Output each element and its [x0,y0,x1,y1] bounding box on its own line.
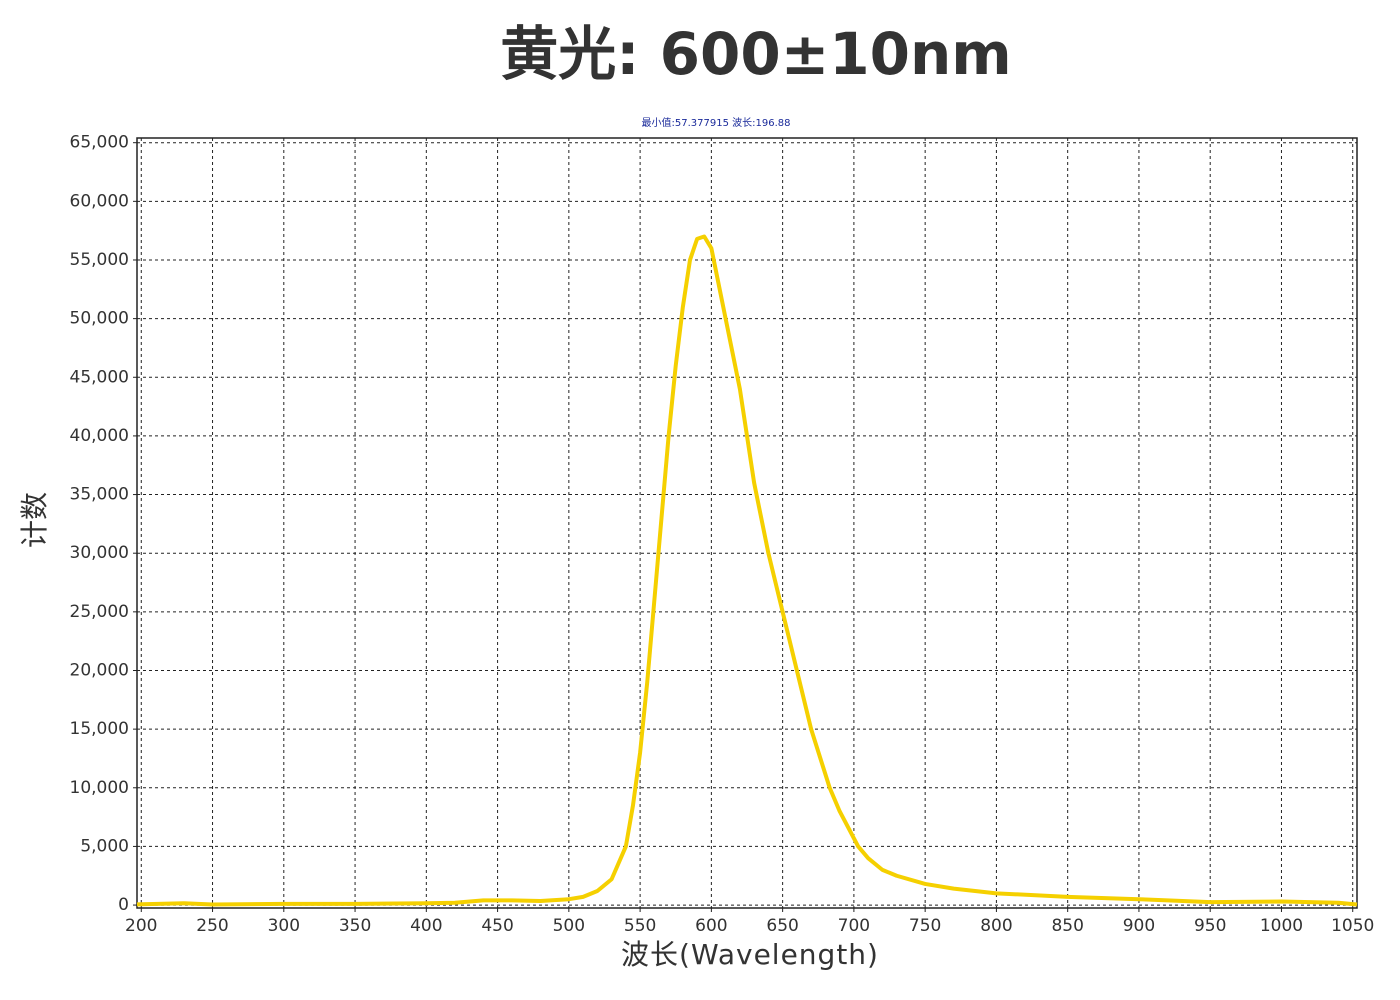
y-tick-label: 55,000 [70,250,129,270]
x-axis-label: 波长(Wavelength) [621,938,879,971]
y-tick-label: 0 [118,895,129,915]
x-tick-label: 1000 [1260,916,1303,936]
chart-title: 黄光: 600±10nm [500,20,1012,88]
x-tick-label: 900 [1123,916,1155,936]
y-tick-label: 35,000 [70,485,129,505]
x-tick-label: 700 [838,916,870,936]
x-tick-label: 750 [909,916,941,936]
x-tick-label: 600 [695,916,727,936]
x-tick-label: 500 [553,916,585,936]
y-tick-label: 45,000 [70,367,129,387]
x-tick-label: 350 [339,916,371,936]
y-axis-label: 计数 [18,492,51,548]
y-tick-label: 10,000 [70,778,129,798]
data-line [136,234,1358,907]
x-tick-label: 950 [1194,916,1226,936]
y-tick-label: 40,000 [70,426,129,446]
y-tick-label: 60,000 [70,191,129,211]
x-tick-label: 650 [766,916,798,936]
y-tick-label: 65,000 [70,133,129,153]
y-tick-label: 15,000 [70,719,129,739]
chart-subtitle: 最小值:57.377915 波长:196.88 [642,116,791,129]
plot-frame [136,137,1358,909]
y-tick-label: 5,000 [80,836,129,856]
y-tick-label: 25,000 [70,602,129,622]
x-tick-label: 800 [980,916,1012,936]
y-tick-label: 30,000 [70,543,129,563]
x-tick-label: 550 [624,916,656,936]
x-tick-label: 250 [196,916,228,936]
x-tick-label: 200 [125,916,157,936]
x-tick-label: 400 [410,916,442,936]
x-tick-label: 450 [481,916,513,936]
x-tick-label: 1050 [1331,916,1374,936]
y-tick-label: 50,000 [70,309,129,329]
x-tick-label: 300 [268,916,300,936]
x-tick-label: 850 [1051,916,1083,936]
y-tick-label: 20,000 [70,660,129,680]
